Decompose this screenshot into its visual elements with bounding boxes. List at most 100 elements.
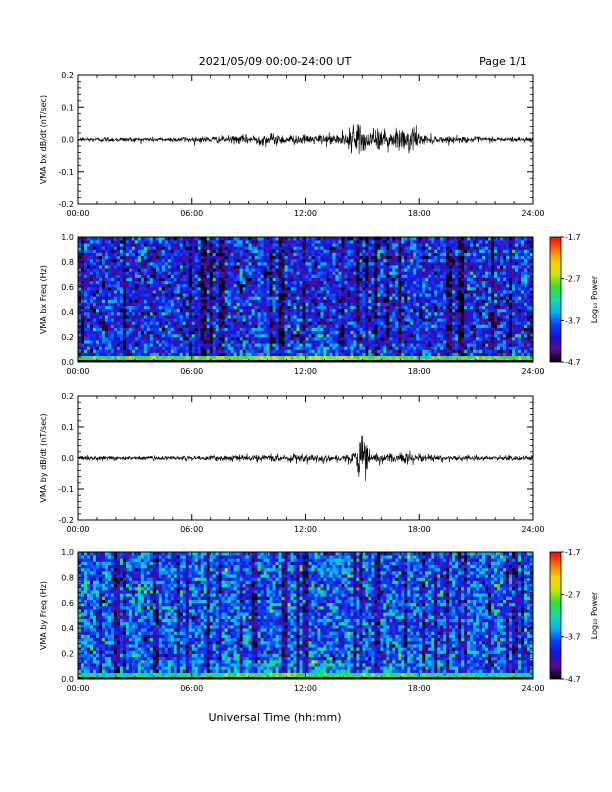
heatmap-cell bbox=[269, 355, 273, 360]
heatmap-cell bbox=[431, 355, 435, 360]
heatmap-cell bbox=[401, 337, 405, 341]
heatmap-cell bbox=[110, 293, 115, 297]
heatmap-cell bbox=[188, 330, 193, 335]
heatmap-cell bbox=[368, 355, 372, 360]
heatmap-cell bbox=[122, 296, 127, 300]
heatmap-cell bbox=[335, 237, 339, 241]
heatmap-cell bbox=[353, 318, 357, 322]
heatmap-cell bbox=[161, 274, 166, 278]
heatmap-cell bbox=[143, 249, 148, 253]
heatmap-cell bbox=[251, 265, 255, 269]
heatmap-cell bbox=[407, 243, 411, 247]
heatmap-cell bbox=[209, 355, 213, 360]
heatmap-cell bbox=[98, 237, 103, 241]
heatmap-cell bbox=[347, 296, 351, 300]
heatmap-cell bbox=[182, 346, 187, 350]
heatmap-cell bbox=[78, 296, 82, 300]
heatmap-cell bbox=[329, 293, 333, 297]
heatmap-cell bbox=[353, 308, 357, 313]
heatmap-cell bbox=[245, 268, 249, 272]
heatmap-cell bbox=[389, 268, 393, 272]
heatmap-cell bbox=[332, 355, 336, 360]
heatmap-cell bbox=[239, 352, 243, 357]
heatmap-cell bbox=[308, 265, 312, 269]
heatmap-cell bbox=[206, 318, 211, 322]
heatmap-cell bbox=[221, 352, 225, 357]
heatmap-cell bbox=[158, 337, 163, 341]
heatmap-cell bbox=[266, 258, 270, 263]
heatmap-cell bbox=[164, 255, 169, 260]
heatmap-cell bbox=[407, 318, 411, 322]
heatmap-cell bbox=[344, 258, 348, 263]
heatmap-cell bbox=[251, 324, 255, 328]
heatmap-cell bbox=[146, 352, 151, 357]
heatmap-cell bbox=[251, 305, 255, 310]
heatmap-cell bbox=[302, 265, 306, 269]
heatmap-cell bbox=[308, 337, 312, 341]
heatmap-cell bbox=[404, 258, 408, 263]
heatmap-cell bbox=[302, 346, 306, 350]
heatmap-cell bbox=[194, 315, 199, 319]
heatmap-cell bbox=[248, 262, 252, 266]
heatmap-cell bbox=[221, 274, 225, 278]
heatmap-cell bbox=[383, 327, 387, 332]
heatmap-cell bbox=[296, 274, 300, 278]
heatmap-cell bbox=[167, 265, 172, 269]
heatmap-cell bbox=[239, 308, 243, 313]
heatmap-cell bbox=[179, 277, 184, 282]
heatmap-cell bbox=[203, 305, 208, 310]
heatmap-cell bbox=[197, 318, 202, 322]
heatmap-cell bbox=[383, 283, 387, 288]
heatmap-cell bbox=[233, 302, 237, 307]
heatmap-cell bbox=[227, 352, 231, 357]
heatmap-cell bbox=[125, 283, 130, 288]
heatmap-cell bbox=[293, 321, 297, 325]
heatmap-cell bbox=[119, 255, 124, 260]
heatmap-cell bbox=[86, 324, 91, 328]
heatmap-cell bbox=[236, 315, 240, 319]
heatmap-cell bbox=[128, 252, 133, 257]
heatmap-cell bbox=[422, 296, 426, 300]
heatmap-cell bbox=[251, 237, 255, 241]
heatmap-cell bbox=[182, 255, 187, 260]
heatmap-cell bbox=[197, 246, 202, 250]
heatmap-cell bbox=[146, 333, 151, 338]
heatmap-cell bbox=[266, 312, 270, 316]
heatmap-cell bbox=[332, 337, 336, 341]
heatmap-cell bbox=[344, 293, 348, 297]
heatmap-cell bbox=[206, 308, 211, 313]
heatmap-cell bbox=[110, 290, 115, 294]
heatmap-cell bbox=[428, 283, 432, 288]
heatmap-cell bbox=[227, 327, 231, 332]
heatmap-cell bbox=[161, 346, 166, 350]
heatmap-cell bbox=[290, 265, 294, 269]
heatmap-cell bbox=[389, 349, 393, 353]
heatmap-cell bbox=[134, 252, 139, 257]
heatmap-cell bbox=[113, 258, 118, 263]
heatmap-cell bbox=[161, 265, 166, 269]
heatmap-cell bbox=[227, 349, 231, 353]
heatmap-cell bbox=[266, 240, 270, 244]
heatmap-cell bbox=[329, 271, 333, 275]
heatmap-cell bbox=[419, 330, 423, 335]
heatmap-cell bbox=[395, 333, 399, 338]
heatmap-cell bbox=[236, 349, 240, 353]
heatmap-cell bbox=[95, 280, 100, 285]
heatmap-cell bbox=[440, 293, 444, 297]
heatmap-cell bbox=[362, 277, 366, 282]
heatmap-cell bbox=[419, 352, 423, 357]
heatmap-cell bbox=[221, 290, 225, 294]
heatmap-cell bbox=[149, 255, 154, 260]
heatmap-cell bbox=[242, 296, 246, 300]
heatmap-cell bbox=[248, 243, 252, 247]
heatmap-cell bbox=[173, 324, 178, 328]
heatmap-cell bbox=[257, 337, 261, 341]
heatmap-cell bbox=[389, 290, 393, 294]
heatmap-cell bbox=[146, 258, 151, 263]
heatmap-cell bbox=[404, 268, 408, 272]
heatmap-cell bbox=[317, 243, 321, 247]
heatmap-cell bbox=[266, 280, 270, 285]
heatmap-cell bbox=[197, 290, 202, 294]
heatmap-cell bbox=[176, 330, 181, 335]
heatmap-cell bbox=[428, 302, 432, 307]
